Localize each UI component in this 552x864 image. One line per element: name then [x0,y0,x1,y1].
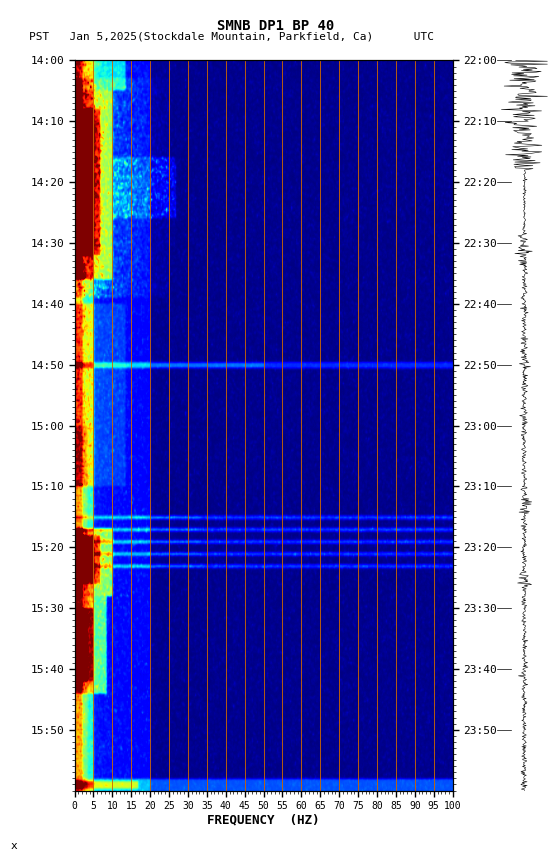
Text: SMNB DP1 BP 40: SMNB DP1 BP 40 [217,19,335,33]
Text: PST   Jan 5,2025(Stockdale Mountain, Parkfield, Ca)      UTC: PST Jan 5,2025(Stockdale Mountain, Parkf… [29,32,434,42]
Text: x: x [11,841,18,851]
X-axis label: FREQUENCY  (HZ): FREQUENCY (HZ) [208,814,320,827]
